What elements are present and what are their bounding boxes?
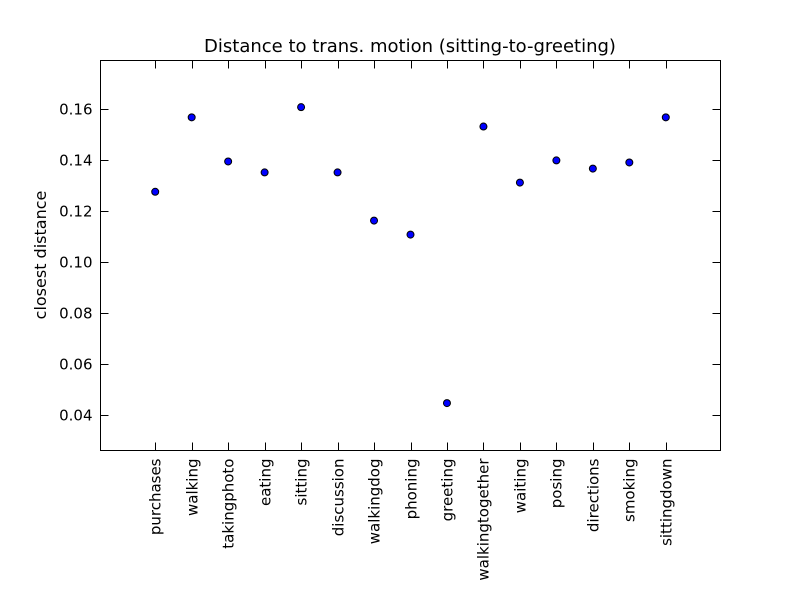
data-point-greeting: [442, 399, 451, 408]
data-point-directions: [588, 164, 597, 173]
data-point-sittingdown: [661, 113, 670, 122]
y-tick-label: 0.06: [59, 356, 92, 374]
x-tick-label: purchases: [147, 458, 165, 535]
x-tick-label: discussion: [330, 459, 348, 537]
x-tick-label: sitting: [293, 459, 311, 506]
y-tick-label: 0.16: [59, 101, 92, 119]
data-point-walkingdog: [370, 216, 379, 225]
chart-title: Distance to trans. motion (sitting-to-gr…: [204, 36, 616, 57]
y-tick-label: 0.12: [59, 203, 92, 221]
x-tick-label: eating: [257, 459, 275, 507]
y-tick-label: 0.10: [59, 254, 92, 272]
data-point-waiting: [515, 178, 524, 187]
plot-area: [100, 60, 721, 451]
data-point-posing: [552, 156, 561, 165]
data-point-smoking: [625, 158, 634, 167]
y-tick-label: 0.04: [59, 407, 92, 425]
x-tick-label: posing: [548, 459, 566, 509]
data-point-walking: [187, 113, 196, 122]
x-tick-label: phoning: [403, 459, 421, 520]
x-tick-label: walking: [184, 459, 202, 517]
data-point-walkingtogether: [479, 122, 488, 131]
data-point-phoning: [406, 230, 415, 239]
y-tick-label: 0.14: [59, 152, 92, 170]
data-point-sitting: [297, 103, 306, 112]
data-points: [151, 103, 670, 408]
x-tick-label: waiting: [512, 459, 530, 514]
x-tick-label: sittingdown: [658, 459, 676, 546]
x-tick-label: directions: [585, 458, 603, 532]
x-tick-label: takingphoto: [220, 459, 238, 549]
data-point-takingphoto: [224, 157, 233, 166]
x-axis: purchases walking takingphoto eating sitting…: [147, 60, 676, 581]
x-tick-label: smoking: [621, 459, 639, 523]
y-axis: 0.04 0.06 0.08 0.10 0.12 0.14 0.16: [59, 101, 721, 425]
data-point-eating: [260, 168, 269, 177]
x-tick-label: greeting: [439, 459, 457, 522]
x-tick-label: walkingtogether: [475, 458, 493, 581]
y-tick-label: 0.08: [59, 305, 92, 323]
y-axis-label: closest distance: [31, 191, 50, 320]
data-point-discussion: [333, 168, 342, 177]
x-tick-label: walkingdog: [366, 459, 384, 545]
data-point-purchases: [151, 187, 160, 196]
